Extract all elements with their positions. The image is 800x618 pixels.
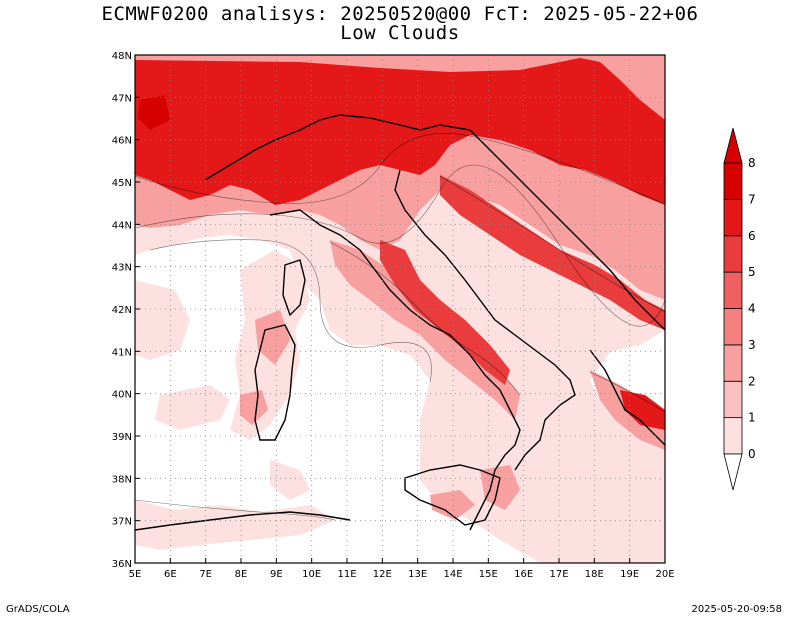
lat-tick-label: 43N (112, 263, 132, 274)
lon-tick-label: 8E (235, 569, 248, 580)
lat-tick-label: 47N (112, 93, 132, 104)
lat-tick-label: 39N (112, 432, 132, 443)
colorbar-label: 8 (748, 156, 756, 170)
map-title: ECMWF0200 analisys: 20250520@00 FcT: 202… (101, 3, 699, 25)
lat-tick-label: 38N (112, 474, 132, 485)
colorbar-bin (723, 308, 743, 346)
lon-tick-label: 19E (620, 569, 639, 580)
lon-tick-label: 17E (549, 569, 568, 580)
lat-tick-label: 37N (112, 517, 132, 528)
lat-tick-label: 36N (112, 559, 132, 570)
colorbar-label: 6 (748, 229, 756, 243)
colorbar-label: 5 (748, 265, 756, 279)
colorbar: 0 1 2 3 4 5 6 7 8 (723, 127, 756, 491)
colorbar-bin (723, 417, 743, 455)
lon-tick-label: 14E (443, 569, 462, 580)
colorbar-label: 3 (748, 338, 756, 352)
lon-tick-label: 7E (199, 569, 212, 580)
footer-timestamp: 2025-05-20-09:58 (691, 604, 782, 615)
colorbar-bin (723, 344, 743, 382)
colorbar-bin (723, 198, 743, 237)
lon-tick-label: 18E (585, 569, 604, 580)
colorbar-label: 0 (748, 447, 756, 461)
colorbar-label: 2 (748, 374, 756, 388)
lon-tick-label: 16E (514, 569, 533, 580)
colorbar-label: 7 (748, 192, 756, 206)
lon-tick-label: 9E (270, 569, 283, 580)
lon-tick-label: 12E (373, 569, 392, 580)
colorbar-bin (723, 162, 743, 200)
lon-tick-label: 5E (129, 569, 142, 580)
graticule-grid (135, 55, 665, 563)
lat-tick-label: 44N (112, 220, 132, 231)
lon-tick-label: 11E (337, 569, 356, 580)
cloud-level-7-areas (135, 58, 665, 430)
lon-tick-label: 20E (655, 569, 674, 580)
colorbar-under-arrow (723, 453, 743, 491)
lat-tick-label: 41N (112, 347, 132, 358)
colorbar-bin (723, 235, 743, 273)
lon-tick-label: 15E (479, 569, 498, 580)
lon-tick-label: 10E (302, 569, 321, 580)
lat-tick-label: 46N (112, 136, 132, 147)
colorbar-label: 4 (748, 302, 756, 316)
lon-tick-label: 6E (164, 569, 177, 580)
colorbar-bin (723, 380, 743, 419)
colorbar-label: 1 (748, 411, 756, 425)
latitude-tick-labels: 36N 37N 38N 39N 40N 41N 42N 43N 44N 45N 46N 47N 48N (112, 51, 140, 570)
longitude-tick-labels: 5E 6E 7E 8E 9E 10E 11E 12E 13E 14E 15E 16E 17E 18E 19E… (129, 558, 675, 580)
lat-tick-label: 40N (112, 390, 132, 401)
lon-tick-label: 13E (408, 569, 427, 580)
lat-tick-label: 45N (112, 178, 132, 189)
lat-tick-label: 42N (112, 305, 132, 316)
colorbar-bin (723, 271, 743, 309)
colorbar-labels: 0 1 2 3 4 5 6 7 8 (748, 156, 756, 461)
map-subtitle: Low Clouds (340, 22, 460, 44)
colorbar-over-arrow (723, 127, 743, 164)
lat-tick-label: 48N (112, 51, 132, 62)
colorbar-bins (723, 162, 743, 455)
footer-software-credit: GrADS/COLA (6, 604, 70, 615)
map-plot-area (135, 55, 665, 563)
cloud-contour-lines (135, 133, 665, 521)
